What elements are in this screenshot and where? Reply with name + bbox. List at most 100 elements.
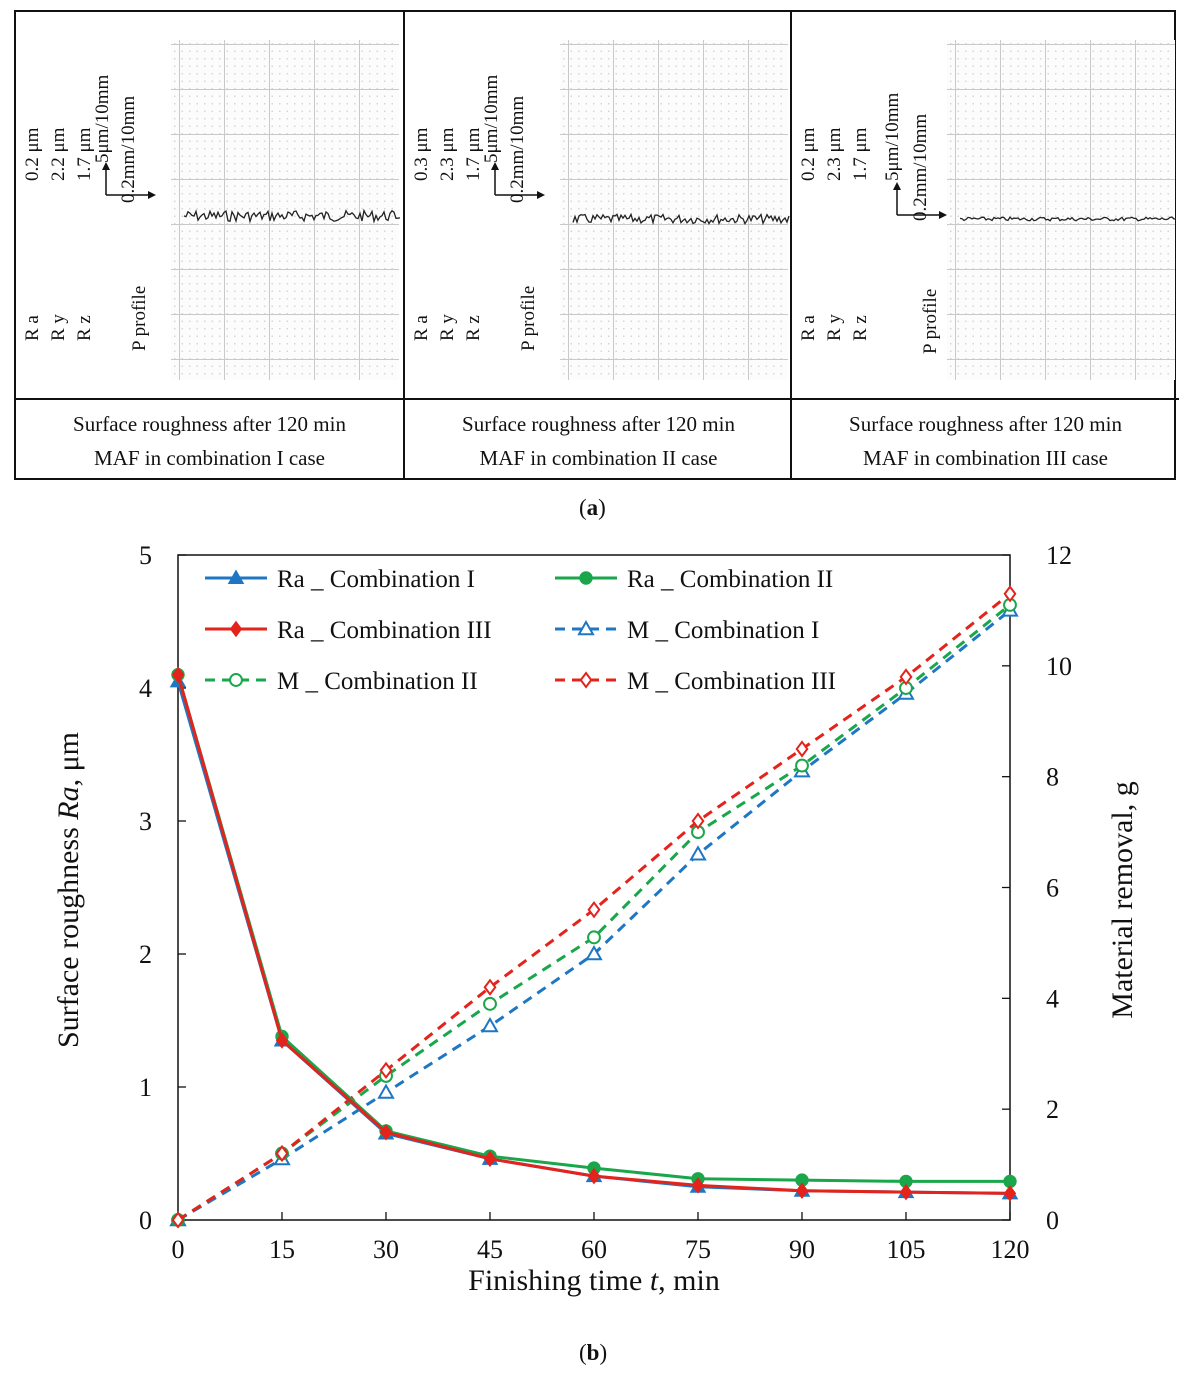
- data-point: [1003, 1185, 1017, 1202]
- caption-line-1: Surface roughness after 120 min: [849, 412, 1122, 436]
- y2-tick-label: 4: [1046, 984, 1059, 1013]
- y-tick-label: 2: [139, 940, 152, 969]
- legend-item: M _ Combination III: [555, 668, 836, 695]
- v-scale-label: 5μm/10mm: [882, 92, 903, 181]
- ra-label: R a: [22, 315, 43, 341]
- ra-value: 0.2 μm: [798, 127, 819, 181]
- series-line: [176, 674, 1010, 1183]
- data-point: [275, 1144, 289, 1163]
- legend-item: M _ Combination I: [555, 617, 819, 644]
- h-scale-label: 0.2mm/10mm: [507, 95, 528, 203]
- data-point: [587, 930, 601, 945]
- x-tick-label: 15: [269, 1235, 295, 1264]
- x-tick-label: 105: [887, 1235, 926, 1264]
- x-tick-label: 45: [477, 1235, 503, 1264]
- panel-label-a: (a): [579, 495, 606, 520]
- v-scale-arrowhead: [102, 162, 110, 170]
- y-tick-label: 5: [139, 541, 152, 570]
- caption-line-2: MAF in combination III case: [863, 446, 1108, 470]
- h-scale-label: 0.2mm/10mm: [910, 113, 931, 221]
- profile-trace-layer: [102, 162, 401, 224]
- data-point: [585, 944, 603, 961]
- profile-grid: [947, 40, 1175, 380]
- profile-grid: [560, 40, 788, 380]
- profile-caption-1: Surface roughness after 120 min MAF in c…: [16, 398, 403, 478]
- legend-marker: [229, 620, 243, 638]
- h-scale-arrowhead: [939, 211, 947, 219]
- profile-label: P profile: [129, 285, 150, 351]
- h-scale-arrowhead: [537, 191, 545, 199]
- y-tick-label: 4: [139, 674, 152, 703]
- legend-label: M _ Combination I: [627, 617, 819, 644]
- profile-plot-1: 0.2 μm 2.2 μm 1.7 μm 5μm/10mm 0.2mm/10mm…: [16, 12, 403, 398]
- data-point: [483, 1150, 497, 1168]
- series-m-combination-iii: [171, 585, 1017, 1229]
- profile-column-1: 0.2 μm 2.2 μm 1.7 μm 5μm/10mm 0.2mm/10mm…: [16, 12, 403, 478]
- v-scale-label: 5μm/10mm: [92, 74, 113, 163]
- data-point: [171, 666, 185, 683]
- x-tick-label: 0: [172, 1235, 185, 1264]
- data-point: [481, 1017, 499, 1033]
- profile-caption-2: Surface roughness after 120 min MAF in c…: [405, 398, 792, 478]
- profile-plot-3: 0.2 μm 2.3 μm 1.7 μm 5μm/10mm 0.2mm/10mm…: [792, 12, 1179, 398]
- y-tick-label: 1: [139, 1073, 152, 1102]
- v-scale-arrowhead: [893, 182, 901, 190]
- legend-marker: [579, 571, 593, 585]
- data-point: [377, 1083, 395, 1099]
- y-axis-title: Surface roughness Ra, μm: [52, 732, 85, 1048]
- data-point: [379, 1061, 393, 1080]
- v-scale-label: 5μm/10mm: [481, 74, 502, 163]
- ry-value: 2.2 μm: [48, 127, 69, 181]
- legend-label: Ra _ Combination III: [277, 617, 492, 644]
- x-axis-title: Finishing time t, min: [468, 1264, 720, 1297]
- data-point: [795, 1182, 809, 1199]
- legend-item: M _ Combination II: [205, 668, 478, 695]
- legend-label: Ra _ Combination I: [277, 566, 475, 593]
- y-tick-label: 3: [139, 807, 152, 836]
- profile-column-3: 0.2 μm 2.3 μm 1.7 μm 5μm/10mm 0.2mm/10mm…: [790, 12, 1179, 478]
- rz-label: R z: [74, 315, 95, 341]
- caption-line-1: Surface roughness after 120 min: [73, 412, 346, 436]
- legend-label: M _ Combination III: [627, 668, 836, 695]
- ra-value: 0.3 μm: [411, 127, 432, 181]
- data-point: [899, 1183, 913, 1201]
- caption-line-2: MAF in combination I case: [94, 446, 325, 470]
- data-point: [587, 1167, 601, 1185]
- data-point: [483, 978, 497, 996]
- rz-value: 1.7 μm: [850, 127, 871, 181]
- profile-label: P profile: [518, 285, 539, 351]
- data-point: [587, 900, 601, 919]
- legend-item: Ra _ Combination III: [205, 617, 492, 644]
- profile-grid: [171, 40, 399, 380]
- ry-label: R y: [437, 314, 458, 341]
- plot-area: [177, 554, 1011, 1221]
- caption-line-1: Surface roughness after 120 min: [462, 412, 735, 436]
- data-point: [899, 668, 913, 686]
- y-tick-label: 0: [139, 1206, 152, 1235]
- x-tick-label: 30: [373, 1235, 399, 1264]
- y2-tick-label: 0: [1046, 1206, 1059, 1235]
- y2-tick-label: 10: [1046, 652, 1072, 681]
- legend-marker: [577, 619, 595, 636]
- y2-tick-label: 2: [1046, 1095, 1059, 1124]
- legend-marker: [229, 673, 243, 687]
- x-tick-label: 120: [991, 1235, 1030, 1264]
- surface-profile-trace: [572, 212, 790, 226]
- profile-label: P profile: [920, 288, 941, 354]
- surface-profile-trace: [183, 208, 401, 224]
- ra-value: 0.2 μm: [22, 127, 43, 181]
- panel-label-b: (b): [579, 1340, 608, 1365]
- ra-label: R a: [411, 315, 432, 341]
- data-point: [689, 845, 707, 861]
- data-point: [691, 812, 705, 830]
- profile-plot-2: 0.3 μm 2.3 μm 1.7 μm 5μm/10mm 0.2mm/10mm…: [405, 12, 792, 398]
- ra-label: R a: [798, 315, 819, 341]
- caption-line-2: MAF in combination II case: [479, 446, 718, 470]
- y2-tick-label: 6: [1046, 874, 1059, 903]
- data-point: [379, 1123, 393, 1141]
- legend-marker: [227, 569, 245, 584]
- surface-profile-panel-a: 0.2 μm 2.2 μm 1.7 μm 5μm/10mm 0.2mm/10mm…: [14, 10, 1179, 480]
- ry-value: 2.3 μm: [437, 127, 458, 181]
- y2-tick-label: 12: [1046, 541, 1072, 570]
